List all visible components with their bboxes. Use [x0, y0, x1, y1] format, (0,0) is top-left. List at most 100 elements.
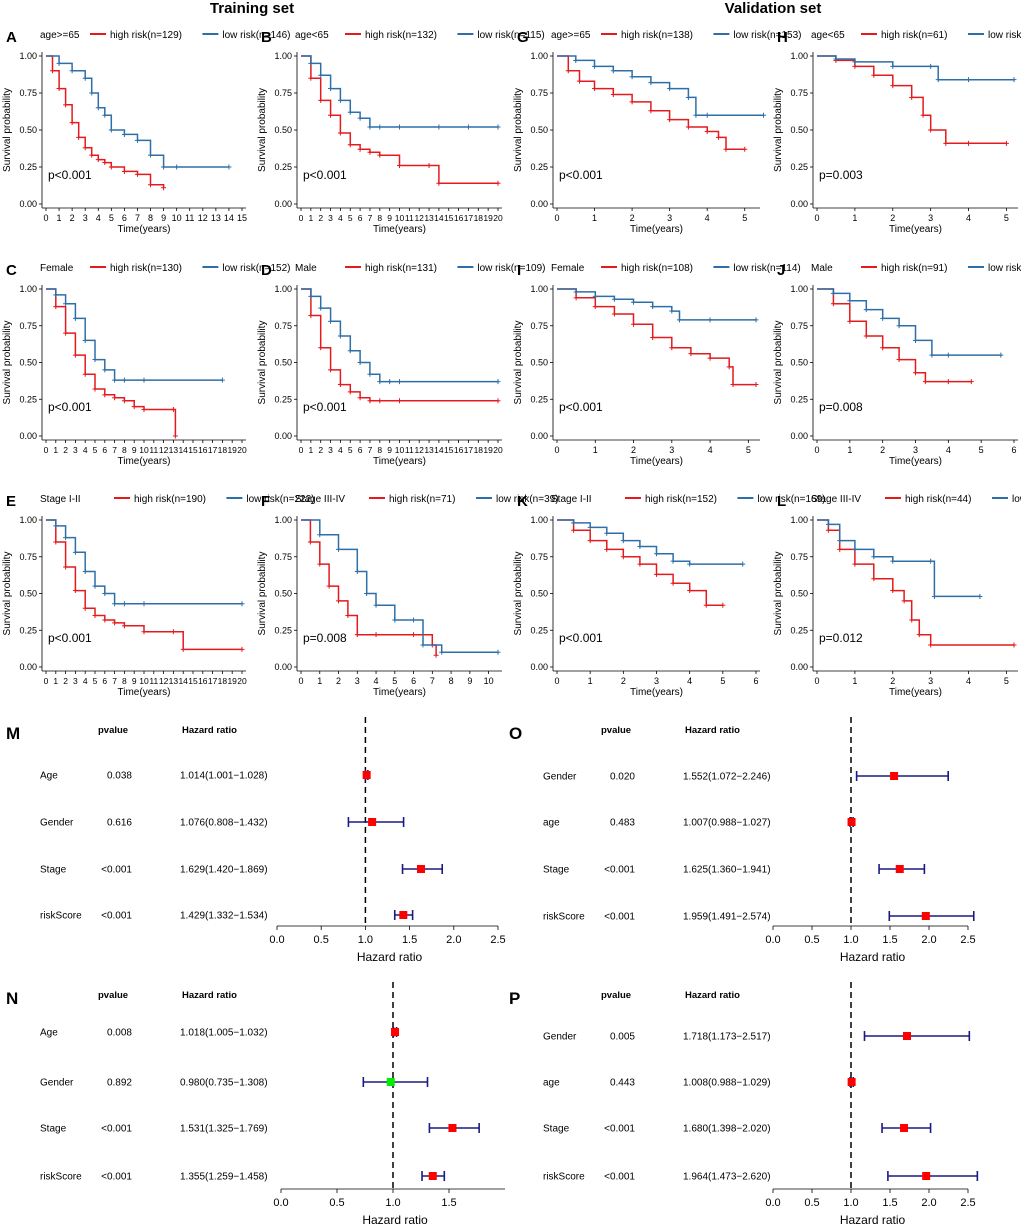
y-tick-label: 1.00 — [790, 51, 808, 61]
legend-low-label: low risk(n=109) — [477, 263, 545, 274]
censor-mark — [966, 77, 972, 83]
y-tick-label: 1.00 — [530, 51, 548, 61]
x-tick-label: 15 — [188, 445, 198, 455]
row-variable: Stage — [40, 865, 67, 876]
censor-mark — [239, 601, 245, 607]
censor-mark — [587, 524, 593, 530]
censor-mark — [916, 632, 922, 638]
censor-mark — [909, 617, 915, 623]
y-axis-title: Survival probability — [513, 321, 524, 405]
x-tick-label: 10 — [395, 445, 405, 455]
censor-mark — [871, 554, 877, 560]
p-value: p<0.001 — [48, 168, 92, 182]
censor-mark — [1003, 140, 1009, 146]
censor-mark — [92, 386, 98, 392]
x-tick-label: 4 — [338, 213, 343, 223]
panel-label: M — [6, 724, 20, 743]
legend-high-label: high risk(n=44) — [905, 494, 971, 505]
censor-mark — [436, 180, 442, 186]
legend-strata: Stage I-II — [40, 494, 81, 505]
censor-mark — [913, 337, 918, 343]
p-value: p<0.001 — [559, 400, 603, 414]
censor-mark — [397, 163, 402, 169]
p-value: p<0.001 — [303, 168, 347, 182]
x-tick-label: 5 — [392, 676, 397, 686]
censor-mark — [573, 289, 579, 295]
km-curve-low-risk — [557, 55, 764, 116]
y-tick-label: 0.25 — [530, 162, 548, 172]
x-tick-label: 3 — [667, 213, 672, 223]
y-tick-label: 0.25 — [274, 162, 292, 172]
x-tick-label: 1.5 — [402, 934, 417, 946]
row-pvalue: <0.001 — [604, 1172, 635, 1183]
km-curve-high-risk — [557, 55, 745, 150]
censor-mark — [495, 398, 501, 404]
x-tick-label: 2 — [318, 213, 323, 223]
censor-mark — [863, 307, 869, 313]
x-tick-label: 0 — [298, 676, 303, 686]
x-tick-label: 17 — [208, 445, 218, 455]
censor-mark — [1011, 77, 1017, 83]
km-curve-low-risk — [817, 288, 1001, 356]
km-curve-low-risk — [817, 55, 1014, 81]
y-tick-label: 0.00 — [530, 199, 548, 209]
censor-mark — [631, 299, 637, 305]
x-tick-label: 0 — [814, 213, 819, 223]
censor-mark — [53, 304, 59, 310]
censor-mark — [69, 68, 75, 74]
censor-mark — [95, 157, 101, 163]
censor-mark — [92, 583, 98, 589]
censor-mark — [170, 407, 176, 413]
censor-mark — [707, 317, 713, 323]
censor-mark — [134, 137, 140, 143]
censor-mark — [890, 63, 896, 69]
x-tick-label: 10 — [484, 676, 494, 686]
row-hazard-ratio: 1.718(1.173−2.517) — [683, 1032, 771, 1043]
hr-point — [428, 1172, 437, 1180]
y-tick-label: 0.00 — [274, 662, 292, 672]
x-tick-label: 7 — [112, 676, 117, 686]
y-tick-label: 0.25 — [790, 625, 808, 635]
x-tick-label: 11 — [405, 213, 414, 223]
censor-mark — [364, 591, 370, 596]
pvalue-header: pvalue — [601, 725, 631, 736]
censor-mark — [610, 91, 616, 97]
y-tick-label: 0.00 — [790, 662, 808, 672]
censor-mark — [121, 168, 127, 174]
hr-header: Hazard ratio — [685, 990, 740, 1001]
legend-high-label: high risk(n=132) — [365, 30, 437, 41]
y-axis-title: Survival probability — [2, 552, 13, 636]
panel-label: B — [261, 29, 272, 46]
censor-mark — [337, 130, 343, 136]
censor-mark — [703, 602, 709, 608]
censor-mark — [328, 367, 334, 373]
censor-mark — [308, 312, 314, 318]
x-tick-label: 11 — [149, 445, 158, 455]
censor-mark — [69, 120, 75, 126]
pvalue-header: pvalue — [98, 725, 128, 736]
censor-mark — [637, 561, 643, 567]
censor-mark — [436, 124, 442, 130]
censor-mark — [82, 145, 88, 151]
censor-mark — [102, 591, 108, 596]
x-tick-label: 2.0 — [921, 1197, 936, 1209]
censor-mark — [308, 60, 314, 66]
censor-mark — [337, 97, 343, 103]
y-tick-label: 0.00 — [19, 662, 37, 672]
censor-mark — [226, 164, 232, 170]
x-tick-label: 3 — [928, 676, 933, 686]
censor-mark — [367, 398, 373, 404]
x-tick-label: 1.5 — [882, 1197, 897, 1209]
legend-strata: Stage III-IV — [811, 494, 861, 505]
p-value: p<0.001 — [559, 168, 603, 182]
legend-high-label: high risk(n=152) — [645, 494, 717, 505]
x-tick-label: 1 — [588, 676, 593, 686]
censor-mark — [63, 330, 69, 336]
x-tick-label: 11 — [185, 213, 194, 223]
censor-mark — [726, 364, 732, 370]
row-hazard-ratio: 1.964(1.473−2.620) — [683, 1172, 771, 1183]
x-tick-label: 1.0 — [843, 1197, 858, 1209]
